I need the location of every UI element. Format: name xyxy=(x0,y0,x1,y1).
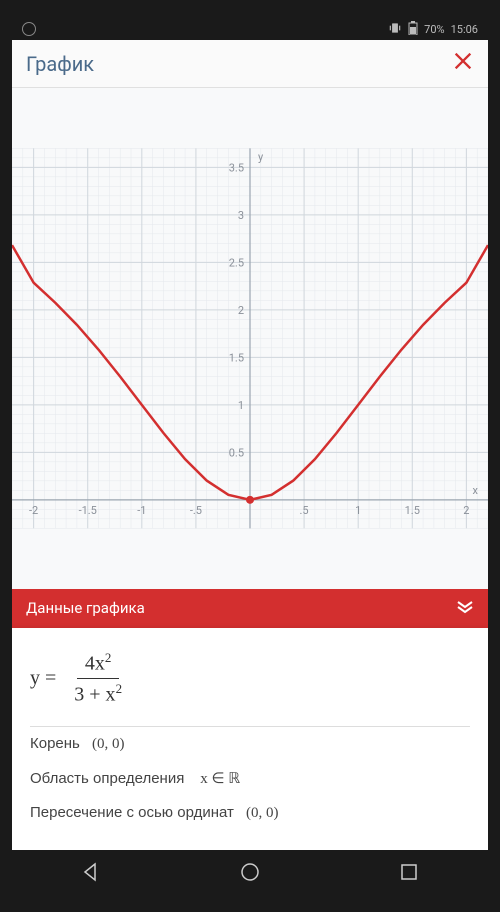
svg-text:3.5: 3.5 xyxy=(229,161,244,174)
battery-icon xyxy=(408,21,418,38)
svg-text:x: x xyxy=(473,484,479,497)
root-row: Корень (0, 0) xyxy=(30,727,470,761)
back-icon xyxy=(81,862,101,882)
home-icon xyxy=(240,862,260,882)
data-panel: y = 4x2 3 + x2 Корень (0, 0) Область опр… xyxy=(12,628,488,850)
vibrate-icon xyxy=(388,21,402,38)
page-title: График xyxy=(26,52,452,76)
yintercept-row: Пересечение с осью ординат (0, 0) xyxy=(30,796,470,830)
svg-text:-1.5: -1.5 xyxy=(79,504,97,517)
battery-pct: 70% xyxy=(424,23,444,36)
app-icon xyxy=(22,22,36,36)
data-panel-toggle[interactable]: Данные графика xyxy=(12,589,488,628)
svg-text:0.5: 0.5 xyxy=(229,446,244,459)
svg-text:2: 2 xyxy=(463,504,469,517)
svg-text:-2: -2 xyxy=(29,504,38,517)
svg-text:1: 1 xyxy=(238,399,244,412)
android-nav-bar xyxy=(12,850,488,894)
chart-canvas: -2 -1.5 -1 -.5 .5 1 1.5 2 0.5 1 1.5 2 2.5 3 3.5 x y xyxy=(12,88,488,589)
domain-row: Область определения x ∈ ℝ xyxy=(30,761,470,796)
clock: 15:06 xyxy=(451,23,478,36)
svg-text:1: 1 xyxy=(355,504,361,517)
svg-text:-1: -1 xyxy=(137,504,146,517)
recent-button[interactable] xyxy=(397,860,421,884)
svg-text:y: y xyxy=(258,150,264,163)
svg-text:2: 2 xyxy=(238,304,244,317)
recent-icon xyxy=(400,863,418,881)
chart[interactable]: -2 -1.5 -1 -.5 .5 1 1.5 2 0.5 1 1.5 2 2.5 3 3.5 x y xyxy=(12,88,488,589)
formula-lhs: y = xyxy=(30,667,56,690)
close-button[interactable] xyxy=(452,50,474,78)
svg-text:-.5: -.5 xyxy=(190,504,202,517)
svg-text:2.5: 2.5 xyxy=(229,256,244,269)
chevron-down-icon xyxy=(456,599,474,618)
close-icon xyxy=(452,50,474,72)
home-button[interactable] xyxy=(238,860,262,884)
app-header: График xyxy=(12,40,488,88)
status-bar: 70% 15:06 xyxy=(12,18,488,40)
svg-text:1.5: 1.5 xyxy=(229,351,244,364)
svg-text:.5: .5 xyxy=(300,504,309,517)
back-button[interactable] xyxy=(79,860,103,884)
formula: y = 4x2 3 + x2 xyxy=(30,642,470,727)
formula-fraction: 4x2 3 + x2 xyxy=(66,648,130,710)
svg-text:3: 3 xyxy=(238,209,244,222)
data-panel-title: Данные графика xyxy=(26,599,145,617)
svg-text:1.5: 1.5 xyxy=(405,504,420,517)
